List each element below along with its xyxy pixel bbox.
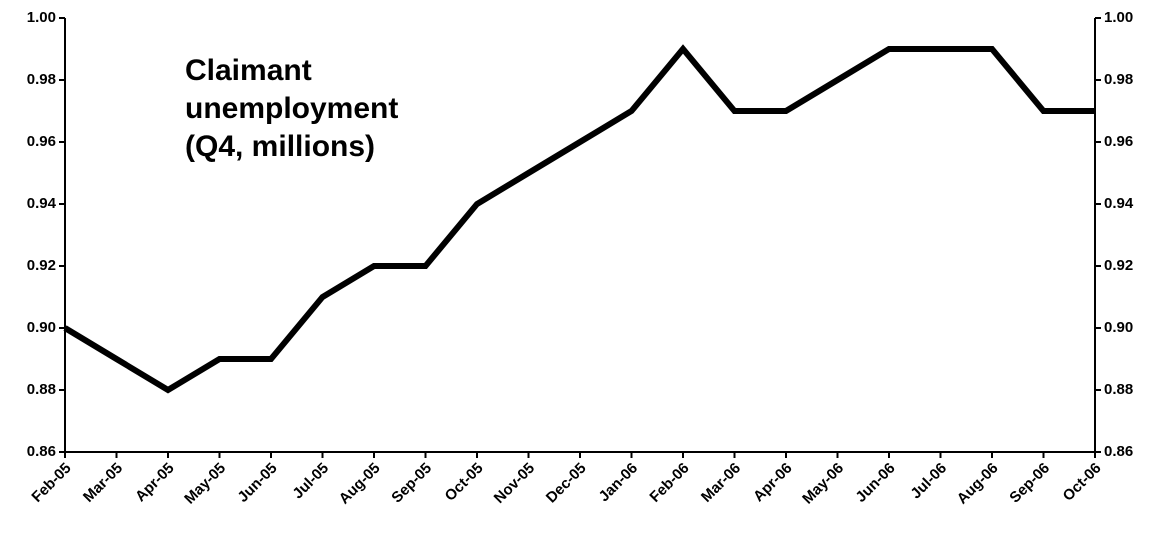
annotation: Claimant unemployment (Q4, millions) bbox=[185, 54, 398, 163]
y2-tick-label: 1.00 bbox=[1104, 9, 1133, 26]
x-tick-label: Jul-05 bbox=[289, 460, 332, 503]
y-tick-label: 0.86 bbox=[27, 443, 56, 460]
y-tick-label: 0.96 bbox=[27, 133, 56, 150]
x-tick-label: Mar-06 bbox=[698, 460, 744, 506]
y-tick-label: 0.98 bbox=[27, 71, 56, 88]
x-tick-label: Oct-05 bbox=[442, 460, 487, 505]
annotation-line: (Q4, millions) bbox=[185, 130, 375, 163]
y2-tick-label: 0.98 bbox=[1104, 71, 1133, 88]
annotation-line: unemployment bbox=[185, 92, 398, 125]
y2-tick-label: 0.86 bbox=[1104, 443, 1133, 460]
y-tick-label: 0.92 bbox=[27, 257, 56, 274]
x-tick-label: Jun-05 bbox=[234, 460, 280, 506]
x-tick-label: Oct-06 bbox=[1060, 460, 1105, 505]
x-tick-label: Jan-06 bbox=[596, 460, 642, 506]
x-tick-label: Dec-05 bbox=[543, 460, 590, 507]
x-tick-label: Feb-05 bbox=[28, 460, 74, 506]
x-tick-label: Apr-05 bbox=[132, 460, 178, 506]
x-tick-label: Nov-05 bbox=[491, 460, 538, 507]
y2-tick-label: 0.92 bbox=[1104, 257, 1133, 274]
y-tick-label: 0.90 bbox=[27, 319, 56, 336]
series-line bbox=[63, 44, 1095, 394]
y2-tick-label: 0.88 bbox=[1104, 381, 1133, 398]
annotation-line: Claimant bbox=[185, 54, 312, 87]
x-tick-label: Apr-06 bbox=[750, 460, 796, 506]
y-tick-label: 1.00 bbox=[27, 9, 56, 26]
x-tick-label: Aug-06 bbox=[954, 460, 1002, 508]
x-tick-label: Jul-06 bbox=[907, 460, 950, 503]
x-tick-label: Sep-06 bbox=[1006, 460, 1053, 507]
x-tick-label: Jun-06 bbox=[852, 460, 898, 506]
x-tick-label: May-06 bbox=[799, 460, 847, 508]
y2-tick-label: 0.90 bbox=[1104, 319, 1133, 336]
x-tick-label: May-05 bbox=[181, 460, 229, 508]
x-tick-label: Mar-05 bbox=[80, 460, 126, 506]
x-tick-label: Feb-06 bbox=[646, 460, 692, 506]
y2-tick-label: 0.94 bbox=[1104, 195, 1134, 212]
y-tick-label: 0.94 bbox=[27, 195, 57, 212]
y2-tick-label: 0.96 bbox=[1104, 133, 1133, 150]
y-tick-label: 0.88 bbox=[27, 381, 56, 398]
x-tick-label: Sep-05 bbox=[388, 460, 435, 507]
x-tick-label: Aug-05 bbox=[336, 460, 384, 508]
